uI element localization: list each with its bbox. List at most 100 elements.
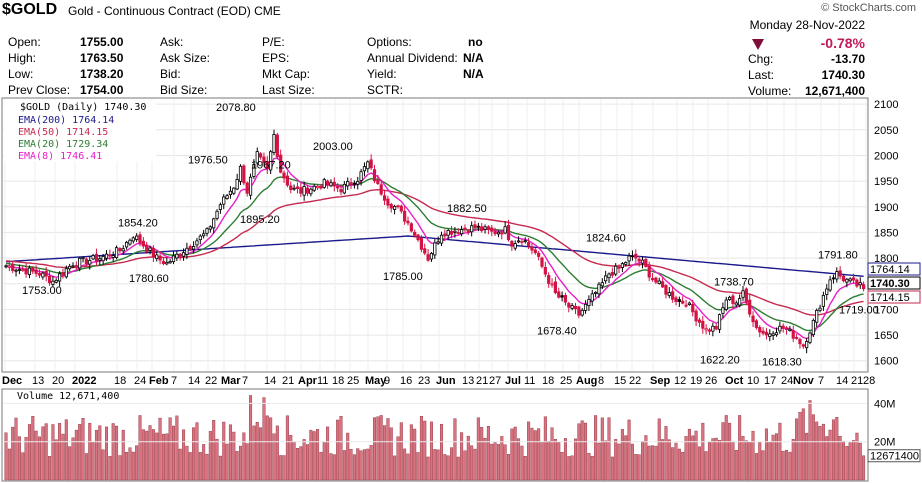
volume-bar: [235, 451, 239, 481]
volume-bar: [17, 436, 21, 481]
candle: [191, 241, 196, 254]
candle-body: [808, 332, 812, 343]
volume-bar: [262, 397, 266, 481]
candle-body: [292, 187, 296, 190]
field-label: Chg:: [748, 52, 774, 66]
candle-body: [620, 263, 625, 268]
volume-bar: [88, 422, 92, 481]
candle-body: [168, 261, 172, 264]
candle: [634, 249, 638, 263]
volume-bar: [225, 443, 229, 481]
x-tick-label: 26: [705, 375, 717, 387]
candle: [754, 319, 759, 330]
candle: [54, 278, 58, 284]
candle: [148, 245, 152, 255]
candle: [604, 270, 608, 284]
x-tick-label: 25: [560, 375, 572, 387]
field-value: -13.70: [830, 52, 865, 66]
candle-body: [252, 164, 256, 177]
candle-body: [372, 169, 377, 182]
candle-body: [473, 224, 477, 229]
candle-body: [728, 296, 732, 301]
candle-body: [493, 231, 497, 235]
volume-bar: [647, 445, 651, 481]
volume-bar: [399, 422, 403, 481]
candle-body: [594, 291, 598, 294]
candle-body: [560, 295, 564, 298]
brand-link[interactable]: © StockCharts.com: [821, 2, 916, 14]
volume-bar: [490, 443, 494, 481]
candle-body: [778, 325, 782, 332]
field-value: 1763.50: [80, 51, 124, 65]
volume-bar: [714, 437, 718, 481]
volume-bar: [523, 456, 527, 481]
date-x-axis: Dec 13 20 2022 18 24 Feb 7 14 22 Mar 7 14 21 Apr 11 18 25…: [2, 375, 875, 387]
quote-header: $GOLD Gold - Continuous Contract (EOD) C…: [0, 0, 922, 98]
candle: [600, 278, 604, 290]
y-tick-label: 2100: [874, 99, 898, 111]
candle: [594, 291, 598, 298]
x-tick-label: Feb: [149, 375, 169, 387]
candle-body: [717, 314, 722, 330]
candle: [235, 173, 239, 191]
candle-body: [188, 246, 192, 250]
candle: [138, 231, 142, 247]
annotation-label: 1791.80: [818, 249, 858, 261]
field-label: Options:: [367, 35, 412, 49]
volume-bar: [393, 455, 397, 481]
x-tick-label: 13: [32, 375, 44, 387]
candle: [537, 250, 541, 261]
volume-bar: [630, 443, 634, 481]
ema50-line: [5, 188, 864, 316]
candle: [409, 222, 413, 233]
candle-body: [175, 253, 179, 259]
candle: [359, 168, 363, 186]
candle-body: [748, 299, 752, 315]
candle-body: [235, 179, 239, 190]
volume-bar: [594, 415, 598, 481]
candle-body: [701, 320, 705, 329]
candle-body: [543, 266, 547, 275]
volume-bar: [282, 455, 286, 481]
y-tick-label: 1700: [874, 304, 898, 316]
volume-bar: [108, 456, 112, 481]
candle-body: [339, 189, 343, 193]
annotation-label: 1780.60: [129, 273, 169, 285]
candle-body: [771, 333, 775, 336]
candle-body: [490, 227, 494, 232]
candle: [17, 264, 22, 275]
x-tick-label: 17: [764, 375, 776, 387]
volume-bar: [610, 456, 614, 481]
candle: [486, 225, 491, 235]
candle-body: [141, 240, 145, 247]
volume-bar: [443, 454, 447, 481]
candle-body: [513, 243, 517, 249]
candle: [325, 179, 330, 189]
candle: [11, 261, 15, 274]
volume-bar: [242, 432, 246, 481]
volume-bar: [145, 430, 149, 481]
candle-body: [396, 205, 400, 208]
candle: [654, 276, 658, 285]
volume-bar: [44, 423, 48, 481]
volume-bar: [808, 400, 812, 481]
candle: [436, 236, 440, 245]
candle: [778, 321, 782, 334]
volume-bar: [798, 411, 802, 481]
candle-body: [553, 281, 558, 294]
candle: [540, 256, 544, 269]
candle-body: [325, 180, 330, 186]
annotation-label: 1967.20: [251, 159, 291, 171]
field-label: Low:: [8, 67, 34, 81]
candle-body: [315, 185, 320, 189]
field-value: 12,671,400: [804, 84, 865, 98]
candle: [443, 229, 447, 241]
x-tick-label: 23: [418, 375, 430, 387]
volume-bar: [192, 427, 196, 481]
volume-bar: [862, 455, 866, 481]
volume-bar: [84, 453, 88, 481]
candle: [480, 223, 484, 233]
candle-body: [563, 294, 568, 303]
candle: [808, 331, 812, 345]
candle-body: [285, 175, 290, 186]
